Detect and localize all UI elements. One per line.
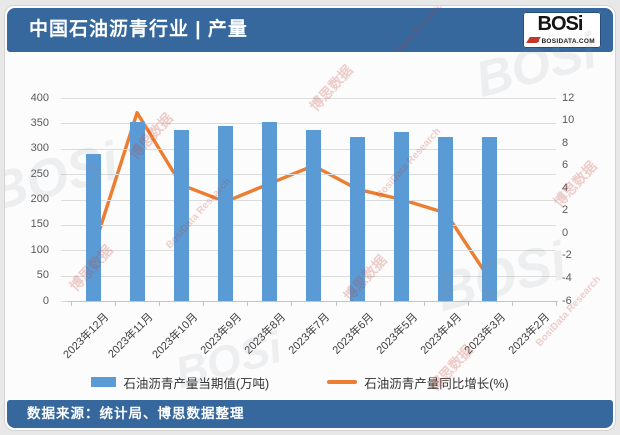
legend-item-line-series: 石油沥青产量同比增长(%) [327,373,509,392]
y-axis-label-right: 10 [562,114,575,127]
y-axis-label-left: 350 [30,116,49,129]
footer-bar: 数据来源：统计局、博思数据整理 [7,400,613,428]
bar [438,136,454,301]
x-axis-tick [159,302,161,306]
x-axis-tick [467,302,469,306]
y-axis-label-right: 8 [562,136,569,149]
x-axis-tick [291,302,293,306]
x-axis-tick [115,302,117,306]
legend-item-bar-series: 石油沥青产量当期值(万吨) [91,373,269,392]
y-axis-label-left: 400 [30,91,49,104]
bar [261,122,277,301]
x-axis-label: 2023年7月 [286,311,333,357]
legend-bar-label: 石油沥青产量当期值(万吨) [123,376,270,391]
x-axis-tick [247,302,249,306]
page-title: 中国石油沥青行业 | 产量 [29,19,248,40]
bar [394,132,410,301]
x-axis-label: 2023年3月 [462,311,509,357]
bar [173,130,189,301]
legend-bar-swatch [91,377,117,387]
x-axis-label: 2023年4月 [418,311,465,357]
y-axis-label-right: -6 [562,294,572,307]
x-axis-tick [71,302,72,306]
y-axis-label-left: 300 [30,142,49,155]
x-axis-label: 2023年10月 [149,311,200,362]
x-axis-tick [203,302,205,306]
data-source-text: 数据来源：统计局、博思数据整理 [27,406,245,421]
x-axis-line [67,301,558,302]
y-axis-label-right: 0 [562,226,569,239]
y-axis-label-left: 250 [30,167,49,180]
x-axis-label: 2023年2月 [506,311,553,357]
y-axis-label-right: 4 [562,181,569,194]
y-axis-label-left: 100 [30,243,49,256]
bosi-logo-domain: BOSIDATA.COM [529,38,595,45]
bar [306,129,321,301]
x-axis-label: 2023年5月 [374,311,421,357]
legend-line-swatch [327,380,358,384]
x-axis-tick [556,302,557,306]
x-axis-label: 2023年9月 [198,311,244,357]
x-axis-label: 2023年8月 [242,311,289,357]
gridline [61,98,556,99]
legend-line-label: 石油沥青产量同比增长(%) [364,376,509,391]
x-axis-tick [511,302,513,306]
header-bar: 中国石油沥青行业 | 产量 BOSi BOSIDATA.COM [7,8,613,52]
x-axis-label: 2023年6月 [330,311,377,357]
bosi-logo: BOSi BOSIDATA.COM [523,12,601,48]
y-axis-label-left: 200 [30,193,49,205]
y-axis-label-right: 6 [562,159,569,172]
x-axis-label: 2023年11月 [106,311,156,361]
y-axis-label-right: 2 [562,204,569,217]
report-card: 中国石油沥青行业 | 产量 BOSi BOSIDATA.COM 400 350 30… [4,5,616,431]
bar [85,153,101,301]
y-axis-label-left: 0 [42,294,49,307]
x-axis-tick [335,302,337,306]
bar [482,136,498,301]
bar [217,126,233,301]
x-axis-tick [423,302,425,306]
y-axis-label-left: 50 [36,269,49,282]
bosi-logo-brand: BOSi [537,13,584,35]
x-axis-tick [379,302,381,306]
x-axis-label: 2023年12月 [61,311,112,362]
bar [350,136,366,301]
y-axis-label-right: 12 [562,91,575,104]
y-axis-label-right: -2 [562,249,572,262]
chart-legend: 石油沥青产量当期值(万吨) 石油沥青产量同比增长(%) [5,373,595,391]
bar [129,121,145,301]
y-axis-label-right: -4 [562,271,572,284]
y-axis-label-left: 150 [30,218,49,231]
combo-chart: 400 350 300 250 200 150 100 50 0 12 10 8 6 4 2 0 -2 -4 -6 2… [5,6,615,430]
